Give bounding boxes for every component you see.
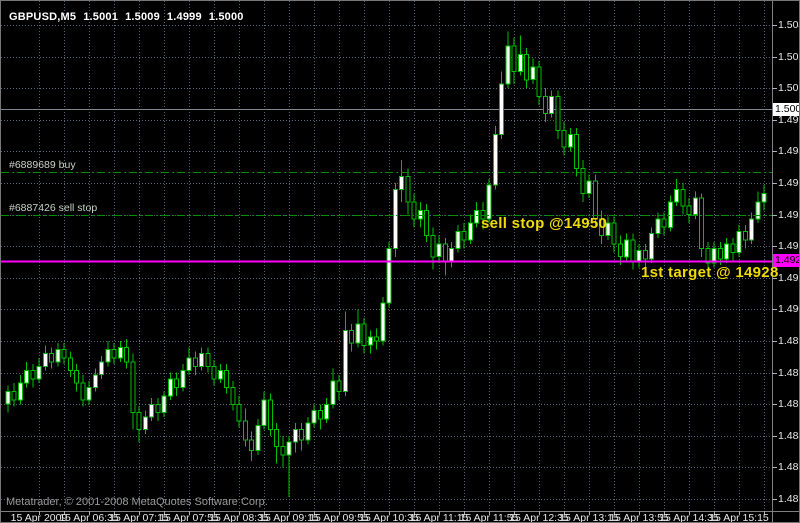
time-axis-label: 15 Apr 10:35 — [359, 512, 419, 523]
close-value: 1.5000 — [208, 11, 244, 23]
time-axis-label: 15 Apr 11:55 — [459, 512, 519, 523]
time-axis-label: 15 Apr 08:35 — [209, 512, 269, 523]
price-axis-label: 1.4905 — [778, 303, 799, 316]
time-axis-label: 15 Apr 15:15 — [709, 512, 769, 523]
order-lines[interactable] — [1, 172, 772, 263]
target-price-box: 1.4928 — [773, 254, 799, 268]
low-value: 1.4999 — [166, 11, 202, 23]
open-value: 1.5001 — [83, 11, 119, 23]
price-axis-label: 1.5010 — [778, 82, 799, 95]
time-axis-label: 15 Apr 07:55 — [159, 512, 219, 523]
price-axis-label: 1.4890 — [778, 335, 799, 348]
price-axis-label: 1.4995 — [778, 113, 799, 126]
time-axis-label: 15 Apr 07:15 — [109, 512, 169, 523]
price-axis-label: 1.4875 — [778, 366, 799, 379]
time-axis-label: 15 Apr 09:15 — [259, 512, 319, 523]
sell-stop-order-label: #6887426 sell stop — [9, 201, 98, 214]
time-axis-label: 15 Apr 06:35 — [59, 512, 119, 523]
price-axis-label: 1.4935 — [778, 240, 799, 253]
price-axis-label: 1.4950 — [778, 208, 799, 221]
time-axis-label: 15 Apr 14:35 — [659, 512, 719, 523]
price-axis-label: 1.4845 — [778, 429, 799, 442]
price-axis-label: 1.4980 — [778, 145, 799, 158]
symbol-period-label: GBPUSD,M5 — [9, 11, 77, 23]
price-axis-label: 1.4965 — [778, 177, 799, 190]
time-axis-label: 15 Apr 12:35 — [509, 512, 569, 523]
high-value: 1.5009 — [125, 11, 160, 23]
watermark: Metatrader, © 2001-2008 MetaQuotes Softw… — [6, 496, 268, 508]
chart-ohlc-title: GBPUSD,M5 1.5001 1.5009 1.4999 1.5000 — [9, 11, 251, 23]
time-axis-label: 15 Apr 09:55 — [309, 512, 369, 523]
sell-stop-annotation[interactable]: sell stop @14950 — [481, 215, 608, 232]
target-annotation[interactable]: 1st target @ 14928 — [641, 264, 779, 281]
candles — [5, 31, 767, 497]
buy-order-label: #6889689 buy — [9, 159, 76, 172]
time-axis-label: 15 Apr 13:15 — [559, 512, 619, 523]
time-axis-label: 15 Apr 2009 — [10, 512, 68, 523]
price-axis-label: 1.5040 — [778, 19, 799, 31]
price-axis-label: 1.4920 — [778, 271, 799, 284]
time-axis-label: 15 Apr 13:55 — [609, 512, 669, 523]
price-axis-label: 1.4830 — [778, 461, 799, 474]
time-axis-label: 15 Apr 11:15 — [409, 512, 469, 523]
current-price-box: 1.5000 — [773, 102, 799, 116]
price-axis-label: 1.5025 — [778, 50, 799, 63]
price-axis-label: 1.4860 — [778, 398, 799, 411]
